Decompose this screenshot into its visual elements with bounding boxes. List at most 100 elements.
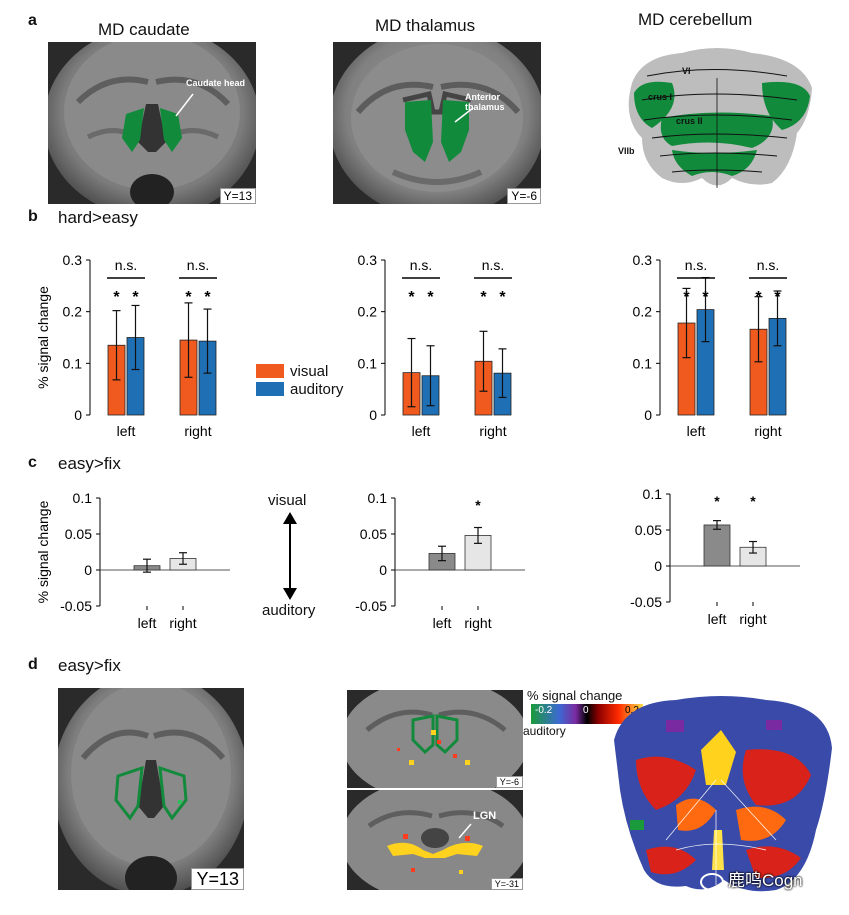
y-tick-label: 0.3: [63, 252, 83, 268]
arrow-label-auditory: auditory: [262, 602, 316, 619]
y-tick-label: 0: [379, 562, 387, 578]
y-tick-label: 0.3: [358, 252, 378, 268]
ns-label: n.s.: [410, 257, 433, 273]
y-tick-label: 0.1: [358, 355, 378, 371]
x-tick-label: left: [138, 615, 157, 631]
significance-star: *: [132, 289, 139, 306]
chart-c-cerebellum: -0.05 0 0.05 0.1 left * right *: [630, 486, 800, 627]
mri-caudate-image: Caudate head Y=13: [48, 42, 256, 204]
cerebellum-easyfix-flatmap: [606, 690, 838, 900]
significance-star: *: [204, 289, 211, 306]
legend-item-visual: visual: [256, 362, 343, 380]
title-md-cerebellum: MD cerebellum: [638, 10, 753, 29]
ns-label: n.s.: [115, 257, 138, 273]
y-tick-label: 0.05: [65, 526, 92, 542]
y-tick-label: -0.05: [630, 594, 662, 610]
x-tick-label: right: [479, 423, 506, 439]
cerebellum-icon: [614, 696, 832, 892]
coord-label: Y=13: [191, 868, 244, 890]
chart-b-thalamus: 0 0.1 0.2 0.3 * * n.s. left * * n.s. right: [358, 252, 512, 439]
brain-coronal-icon: [333, 42, 541, 204]
colorbar-label-auditory: auditory: [523, 724, 566, 738]
x-tick-label: left: [687, 423, 706, 439]
brain-coronal-icon: [347, 790, 523, 890]
y-tick-label: 0.05: [635, 522, 662, 538]
ns-label: n.s.: [187, 257, 210, 273]
coord-label: Y=-31: [490, 878, 523, 890]
y-tick-label: 0: [654, 558, 662, 574]
panel-letter-d: d: [28, 656, 38, 673]
section-title-d: easy>fix: [58, 656, 121, 675]
y-tick-label: -0.05: [355, 598, 387, 614]
legend-item-auditory: auditory: [256, 380, 343, 398]
significance-star: *: [683, 289, 690, 306]
x-tick-label: right: [464, 615, 491, 631]
colorbar-tick-zero: 0: [583, 705, 589, 716]
significance-star: *: [480, 289, 487, 306]
y-tick-label: -0.05: [60, 598, 92, 614]
label-lobule-vi: VI: [682, 66, 691, 76]
ns-label: n.s.: [685, 257, 708, 273]
wechat-icon: [700, 872, 724, 891]
cerebellum-icon: [628, 48, 812, 188]
chart-b-caudate: 0 0.1 0.2 0.3 % signal change * * n.s. left * * n.s…: [35, 252, 217, 439]
double-arrow-icon: [283, 512, 297, 600]
brain-coronal-icon: [48, 42, 256, 204]
label-anterior-thalamus: Anterior thalamus: [465, 92, 505, 112]
y-tick-label: 0: [84, 562, 92, 578]
coord-label: Y=-6: [495, 776, 523, 788]
bar-left: [703, 524, 731, 567]
panel-letter-b: b: [28, 208, 38, 225]
chart-c-thalamus: -0.05 0 0.05 0.1 left right *: [355, 490, 525, 631]
y-tick-label: 0: [644, 407, 652, 423]
label-caudate-head: Caudate head: [186, 78, 246, 88]
y-tick-label: 0.1: [643, 486, 663, 502]
significance-star: *: [714, 493, 720, 509]
mri-thalamus-easyfix-image: Y=-6: [347, 690, 523, 788]
label-lobule-crus-i: crus I: [648, 92, 673, 102]
x-tick-label: left: [708, 611, 727, 627]
x-tick-label: right: [169, 615, 196, 631]
coord-label: Y=13: [219, 188, 256, 204]
ns-label: n.s.: [757, 257, 780, 273]
x-tick-label: left: [433, 615, 452, 631]
brain-coronal-icon: [58, 688, 244, 890]
y-tick-label: 0.1: [63, 355, 83, 371]
mri-caudate-easyfix-image: Y=13: [58, 688, 244, 890]
y-tick-label: 0.2: [633, 304, 653, 320]
x-tick-label: left: [117, 423, 136, 439]
legend-label-visual: visual: [290, 362, 329, 380]
colorbar: -0.2 0 0.2: [531, 704, 643, 724]
coord-label: Y=-6: [507, 188, 541, 204]
legend: visual auditory: [256, 362, 343, 398]
significance-star: *: [499, 289, 506, 306]
y-tick-label: 0.2: [358, 304, 378, 320]
y-tick-label: 0.1: [633, 355, 653, 371]
brain-coronal-icon: [347, 690, 523, 788]
y-tick-label: 0: [74, 407, 82, 423]
colorbar-tick-max: 0.2: [625, 705, 639, 716]
y-tick-label: 0.05: [360, 526, 387, 542]
x-tick-label: right: [184, 423, 211, 439]
x-tick-label: left: [412, 423, 431, 439]
chart-b-cerebellum: 0 0.1 0.2 0.3 * * n.s. left * * n.s. right: [633, 252, 787, 439]
legend-label-auditory: auditory: [290, 380, 344, 398]
x-tick-label: right: [754, 423, 781, 439]
y-tick-label: 0.3: [633, 252, 653, 268]
label-lobule-crus-ii: crus II: [676, 116, 703, 126]
significance-star: *: [755, 289, 762, 306]
y-tick-label: 0: [369, 407, 377, 423]
panel-letter-a: a: [28, 12, 37, 29]
significance-star: *: [113, 289, 120, 306]
mri-lgn-easyfix-image: LGN Y=-31: [347, 790, 523, 890]
label-lobule-viib: VIIb: [618, 146, 635, 156]
watermark: 鹿鸣Cogn: [700, 866, 803, 891]
y-tick-label: 0.1: [368, 490, 388, 506]
significance-star: *: [408, 289, 415, 306]
chart-c-caudate: -0.05 0 0.05 0.1 % signal change left right: [35, 490, 230, 631]
section-title-c: easy>fix: [58, 454, 121, 473]
section-title-b: hard>easy: [58, 208, 138, 227]
ns-label: n.s.: [482, 257, 505, 273]
significance-star: *: [750, 493, 756, 509]
y-axis-label: % signal change: [35, 500, 51, 603]
